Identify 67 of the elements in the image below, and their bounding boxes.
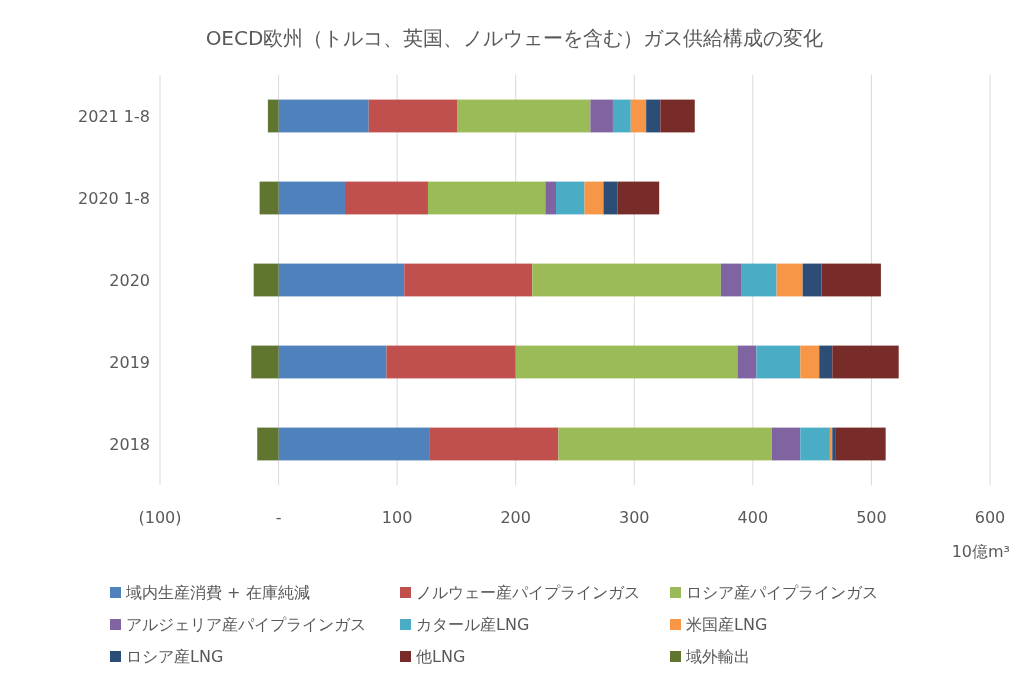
x-tick-label: 400	[737, 508, 769, 527]
bar	[404, 263, 533, 297]
bar	[584, 181, 604, 215]
bar	[545, 181, 557, 215]
x-tick-label: 300	[619, 508, 650, 527]
bar	[821, 263, 881, 297]
bar	[278, 427, 430, 461]
chart-title: OECD欧州（トルコ、英国、ノルウェーを含む）ガス供給構成の変化	[205, 26, 824, 50]
bar	[259, 181, 279, 215]
x-tick-label: 600	[974, 508, 1006, 527]
bar	[251, 345, 279, 379]
legend-label: ロシア産パイプラインガス	[686, 583, 878, 602]
legend-label: ロシア産LNG	[126, 647, 224, 666]
y-tick-label: 2020	[109, 271, 150, 290]
bar	[556, 181, 585, 215]
bar	[257, 427, 279, 461]
bar	[800, 427, 830, 461]
bar	[646, 99, 661, 133]
legend-label: カタール産LNG	[416, 615, 530, 634]
y-tick-label: 2018	[109, 435, 150, 454]
bar	[802, 263, 822, 297]
bar	[603, 181, 618, 215]
bar	[776, 263, 803, 297]
bar	[344, 181, 428, 215]
bar	[368, 99, 458, 133]
bar	[741, 263, 777, 297]
bar	[756, 345, 801, 379]
bar	[457, 99, 591, 133]
legend-label: 他LNG	[416, 647, 466, 666]
bar	[832, 345, 899, 379]
bar	[630, 99, 647, 133]
bar	[532, 263, 721, 297]
y-tick-label: 2021 1-8	[78, 107, 150, 126]
bar	[819, 345, 833, 379]
legend-label: 域内生産消費 + 在庫純減	[125, 583, 310, 602]
x-tick-label: 500	[856, 508, 887, 527]
bar	[253, 263, 279, 297]
bar	[835, 427, 886, 461]
bar	[278, 181, 345, 215]
bar	[427, 181, 546, 215]
legend-label: ノルウェー産パイプラインガス	[416, 583, 640, 602]
x-tick-label: 100	[381, 508, 413, 527]
bar	[278, 99, 369, 133]
bar	[386, 345, 516, 379]
x-tick-label: -	[275, 508, 282, 527]
bar	[429, 427, 559, 461]
bar	[737, 345, 757, 379]
bar	[771, 427, 801, 461]
x-tick-label: 200	[500, 508, 531, 527]
bar	[267, 99, 279, 133]
y-tick-label: 2019	[109, 353, 150, 372]
x-axis-title: 10億m³	[951, 542, 1010, 561]
bar	[660, 99, 695, 133]
bar	[590, 99, 613, 133]
x-tick-label: (100)	[138, 508, 182, 527]
bar	[617, 181, 660, 215]
bar	[612, 99, 631, 133]
bar	[278, 345, 387, 379]
bar	[278, 263, 405, 297]
bar	[515, 345, 738, 379]
y-tick-label: 2020 1-8	[78, 189, 150, 208]
legend-label: アルジェリア産パイプラインガス	[126, 615, 366, 634]
legend-label: 域外輸出	[685, 647, 750, 666]
bar	[558, 427, 772, 461]
bar	[720, 263, 741, 297]
legend-label: 米国産LNG	[686, 615, 768, 634]
bar	[800, 345, 820, 379]
